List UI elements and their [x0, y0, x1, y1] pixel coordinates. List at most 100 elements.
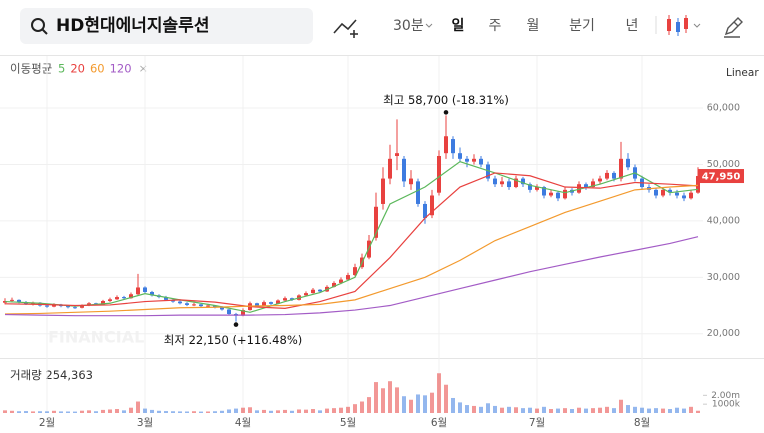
- candle-body: [402, 158, 406, 182]
- candle-body: [241, 310, 245, 316]
- candle-body: [584, 184, 588, 188]
- candle-body: [451, 139, 455, 154]
- volume-bar: [80, 410, 84, 413]
- candle-body: [150, 291, 154, 296]
- candle-body: [108, 299, 112, 302]
- candle-body: [437, 156, 441, 193]
- x-tick-label: 3월: [137, 417, 153, 429]
- volume-bar: [213, 411, 217, 413]
- candle-body: [612, 172, 616, 179]
- legend-entry: 5: [58, 62, 65, 76]
- volume-bar: [542, 406, 546, 413]
- volume-bar: [577, 407, 581, 413]
- candle-body: [682, 195, 686, 199]
- period-tab[interactable]: 주: [489, 18, 502, 34]
- volume-bar: [675, 407, 679, 413]
- period-tab[interactable]: 년: [626, 18, 639, 34]
- candle-body: [577, 184, 581, 193]
- volume-bar: [220, 410, 224, 413]
- x-tick-label: 5월: [340, 417, 356, 429]
- volume-bar: [164, 411, 168, 413]
- legend-entry: 60: [90, 62, 105, 76]
- candle-body: [213, 305, 217, 308]
- candle-body: [227, 309, 231, 314]
- volume-bar: [472, 405, 476, 413]
- volume-bar: [619, 399, 623, 413]
- candle-body: [73, 307, 77, 309]
- volume-bar: [493, 405, 497, 413]
- extreme-label: 최저 22,150 (+116.48%): [164, 333, 303, 347]
- candle-body: [654, 189, 658, 196]
- volume-bar: [17, 411, 21, 413]
- volume-bar: [612, 408, 616, 413]
- volume-bar: [451, 397, 455, 413]
- volume-bar: [374, 382, 378, 413]
- candle-body: [416, 181, 420, 204]
- volume-bar: [626, 405, 630, 413]
- volume-bar: [171, 411, 175, 413]
- candle-body: [290, 298, 294, 300]
- volume-bar: [346, 406, 350, 413]
- candle-body: [318, 289, 322, 292]
- candle-body: [528, 184, 532, 190]
- candle-body: [164, 297, 168, 300]
- candle-body: [444, 136, 448, 154]
- candle-body: [311, 289, 315, 294]
- y-tick-label: 60,000: [707, 103, 740, 114]
- volume-bar: [353, 404, 357, 413]
- volume-bar: [143, 408, 147, 413]
- volume-bar: [31, 411, 35, 413]
- chart-style-icon[interactable]: [333, 19, 358, 38]
- candle-body: [675, 192, 679, 196]
- candle-body: [332, 282, 336, 287]
- volume-bar: [409, 399, 413, 413]
- volume-bar: [115, 409, 119, 413]
- volume-bar: [395, 387, 399, 413]
- volume-bar: [598, 407, 602, 413]
- candle-body: [115, 297, 119, 300]
- draw-tool-icon[interactable]: [724, 17, 743, 38]
- candle-body: [542, 187, 546, 196]
- period-tab[interactable]: 월: [527, 18, 540, 34]
- x-tick-label: 2월: [39, 417, 55, 429]
- volume-title: 거래량 254,363: [10, 368, 93, 382]
- period-tab[interactable]: 분기: [569, 18, 595, 34]
- candle-body: [535, 187, 539, 190]
- volume-bar: [402, 396, 406, 413]
- volume-bar: [514, 407, 518, 413]
- candle-body: [192, 304, 196, 306]
- search-box[interactable]: [20, 8, 313, 44]
- volume-current: 254,363: [45, 368, 93, 382]
- volume-bar: [234, 408, 238, 413]
- volume-bar: [479, 406, 483, 413]
- extreme-dot: [443, 110, 449, 115]
- candle-body: [346, 275, 350, 280]
- search-text[interactable]: HD현대에너지솔루션: [56, 16, 209, 36]
- candle-body: [304, 293, 308, 296]
- candle-body: [185, 303, 189, 305]
- ma-line: [4, 160, 699, 313]
- volume-bar: [3, 410, 7, 413]
- volume-bar: [59, 411, 63, 413]
- volume-bar: [206, 411, 210, 413]
- candle-body: [255, 303, 259, 306]
- volume-bar: [24, 411, 28, 413]
- volume-bar: [444, 384, 448, 413]
- candle-body: [591, 181, 595, 188]
- candle-body: [486, 164, 490, 179]
- period-tab[interactable]: 일: [452, 18, 465, 34]
- volume-bar: [192, 411, 196, 413]
- volume-bar: [605, 406, 609, 413]
- candle-body: [143, 287, 147, 292]
- candle-type-icon[interactable]: [667, 15, 688, 36]
- candle-body: [52, 304, 56, 307]
- candle-body: [17, 299, 21, 303]
- candle-body: [514, 178, 518, 188]
- volume-bar: [101, 409, 105, 413]
- volume-bar: [38, 411, 42, 413]
- interval-select[interactable]: 30분: [393, 18, 424, 34]
- scale-mode[interactable]: Linear: [726, 67, 759, 79]
- candle-body: [409, 178, 413, 185]
